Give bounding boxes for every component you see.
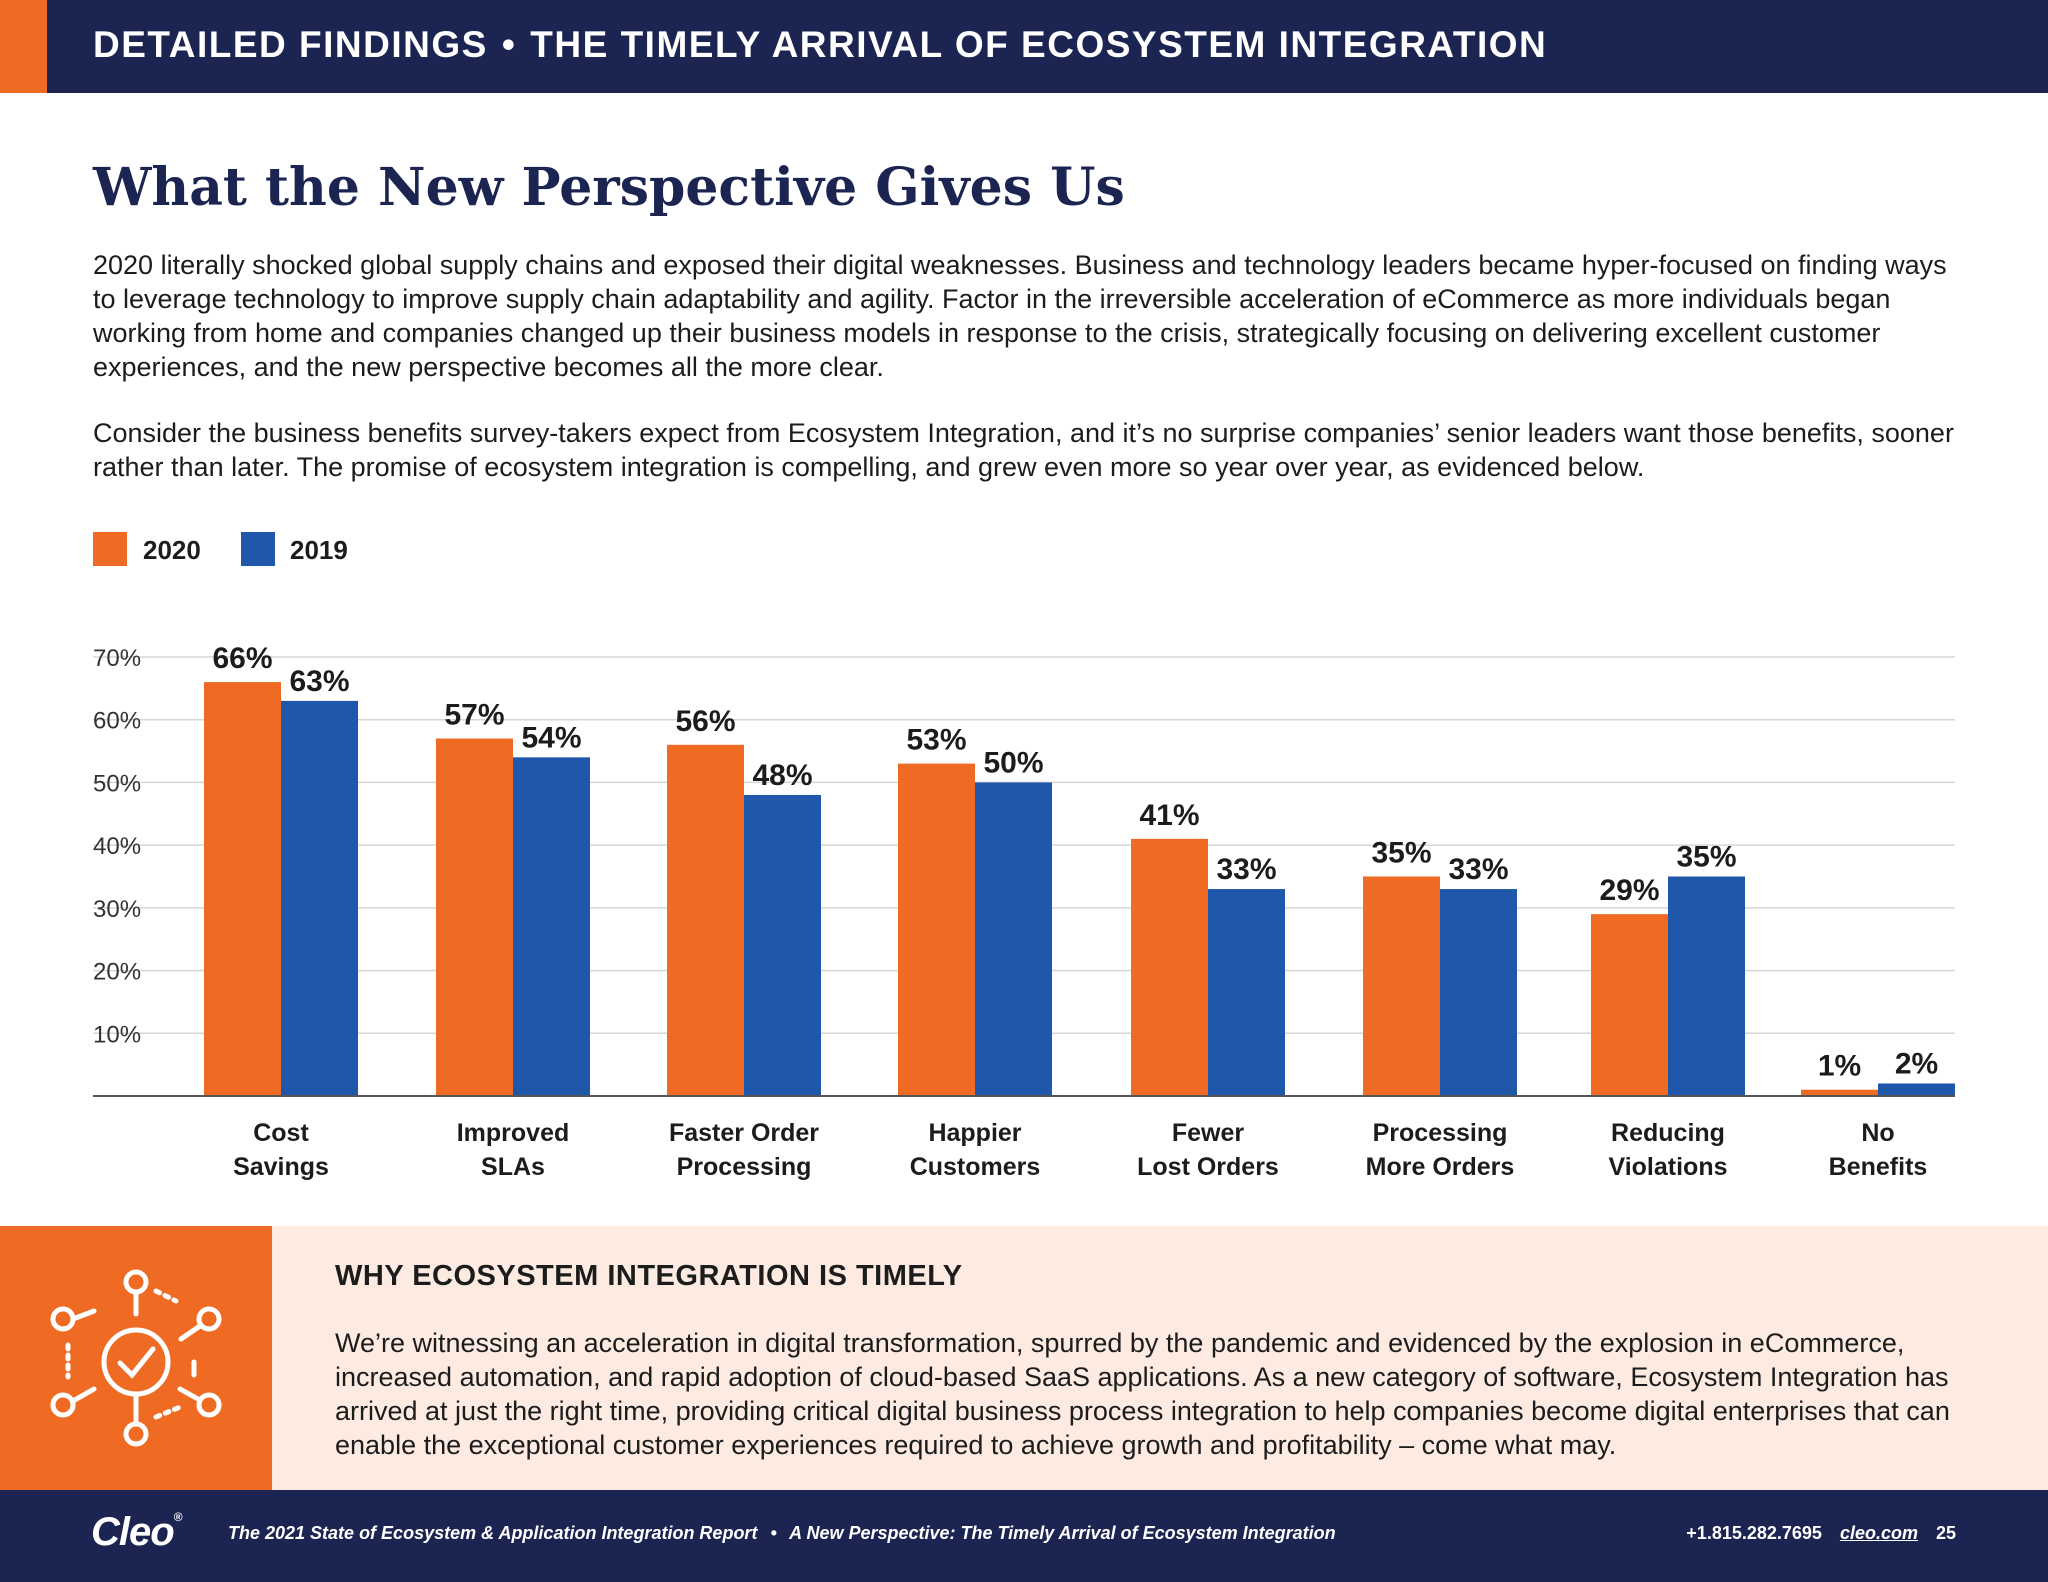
legend-swatch-2019 [241,532,275,566]
data-label-2019: 2% [1895,1047,1938,1080]
data-label-2020: 29% [1599,874,1659,907]
bar-2019 [744,794,821,1096]
header-separator: • [501,24,517,65]
x-category-label: No [1861,1119,1894,1147]
bar-2019 [513,757,590,1096]
y-tick-label: 70% [93,645,141,672]
network-check-icon [50,1269,222,1447]
footer-report-title: The 2021 State of Ecosystem & Applicatio… [228,1523,1336,1544]
x-category-label: Lost Orders [1137,1153,1279,1181]
data-label-2019: 33% [1216,853,1276,886]
bar-2020 [1363,876,1440,1096]
data-label-2019: 35% [1676,841,1736,874]
data-label-2020: 1% [1818,1050,1861,1083]
data-label-2019: 33% [1448,853,1508,886]
x-category-label: Savings [233,1153,329,1181]
bar-2020 [204,682,281,1096]
header-bar: DETAILED FINDINGS • THE TIMELY ARRIVAL OF … [0,0,2048,93]
header-section: DETAILED FINDINGS [93,24,488,65]
legend-label-2019: 2019 [290,535,348,565]
y-tick-label: 60% [93,708,141,735]
intro-paragraph-1: 2020 literally shocked global supply cha… [93,250,1947,382]
y-tick-label: 30% [93,896,141,923]
x-category-label: More Orders [1366,1153,1515,1181]
data-label-2020: 35% [1371,837,1431,870]
cleo-logo: Cleo® [91,1510,183,1555]
x-category-label: Faster Order [669,1119,819,1147]
bar-2019 [1878,1083,1955,1096]
x-category-label: Processing [677,1153,812,1181]
footer-bar: Cleo® The 2021 State of Ecosystem & Appl… [0,1490,2048,1582]
bar-2019 [975,782,1052,1096]
callout-icon-box [0,1226,272,1490]
footer-separator: • [770,1523,777,1543]
bar-chart: 10% 20% 30% 40% 50% 60% 70% 66% 57% 56% 53% 41% 35% 2… [93,642,1955,1181]
callout-heading: WHY ECOSYSTEM INTEGRATION IS TIMELY [335,1260,963,1292]
footer-report: The 2021 State of Ecosystem & Applicatio… [228,1523,758,1543]
y-tick-label: 10% [93,1021,141,1048]
x-category-label: Customers [910,1153,1041,1181]
x-category-label: Cost [253,1119,309,1147]
x-category-label: Reducing [1611,1119,1725,1147]
bar-2020 [1801,1089,1878,1096]
data-label-2020: 57% [444,699,504,732]
y-tick-label: 20% [93,959,141,986]
x-category-label: Processing [1373,1119,1508,1147]
cleo-logo-text: Cleo [91,1510,175,1554]
x-category-label: Fewer [1172,1119,1245,1147]
bar-2019 [1208,889,1285,1096]
x-category-label: SLAs [481,1153,545,1181]
y-tick-label: 40% [93,833,141,860]
data-label-2020: 66% [212,642,272,675]
legend-swatch-2020 [93,532,127,566]
bar-2019 [1668,876,1745,1096]
footer-url-link[interactable]: cleo.com [1839,1523,1918,1543]
x-category-label: Improved [457,1119,570,1147]
bar-2020 [667,744,744,1096]
footer-phone: +1.815.282.7695 [1686,1523,1822,1543]
data-label-2019: 63% [289,665,349,698]
data-label-2019: 48% [752,759,812,792]
header-accent [0,0,47,93]
intro-paragraph-2: Consider the business benefits survey-ta… [93,418,1954,482]
page-number: 25 [1935,1523,1956,1543]
footer-contact: +1.815.282.7695 cleo.com 25 [1686,1523,1956,1544]
x-category-label: Violations [1608,1153,1727,1181]
legend-label-2020: 2020 [143,535,201,565]
x-category-label: Benefits [1829,1153,1928,1181]
bar-2020 [1591,914,1668,1096]
bar-2020 [436,738,513,1096]
callout-box: WHY ECOSYSTEM INTEGRATION IS TIMELY We’r… [0,1226,2048,1490]
data-label-2020: 41% [1139,799,1199,832]
data-label-2019: 50% [983,746,1043,779]
y-tick-label: 50% [93,770,141,797]
x-category-label: Happier [928,1119,1021,1147]
cleo-logo-mark: ® [173,1510,183,1524]
header-title: THE TIMELY ARRIVAL OF ECOSYSTEM INTEGRAT… [530,24,1548,65]
data-label-2019: 54% [521,721,581,754]
bar-2020 [1131,838,1208,1096]
header-text: DETAILED FINDINGS • THE TIMELY ARRIVAL OF … [93,24,1547,66]
bar-2020 [898,763,975,1096]
data-label-2020: 53% [906,724,966,757]
callout-body: We’re witnessing an acceleration in digi… [335,1328,1950,1460]
footer-subtitle: A New Perspective: The Timely Arrival of… [789,1523,1336,1543]
page-title: What the New Perspective Gives Us [93,157,1125,218]
bar-2019 [1440,889,1517,1096]
bar-2019 [281,700,358,1096]
data-label-2020: 56% [675,705,735,738]
